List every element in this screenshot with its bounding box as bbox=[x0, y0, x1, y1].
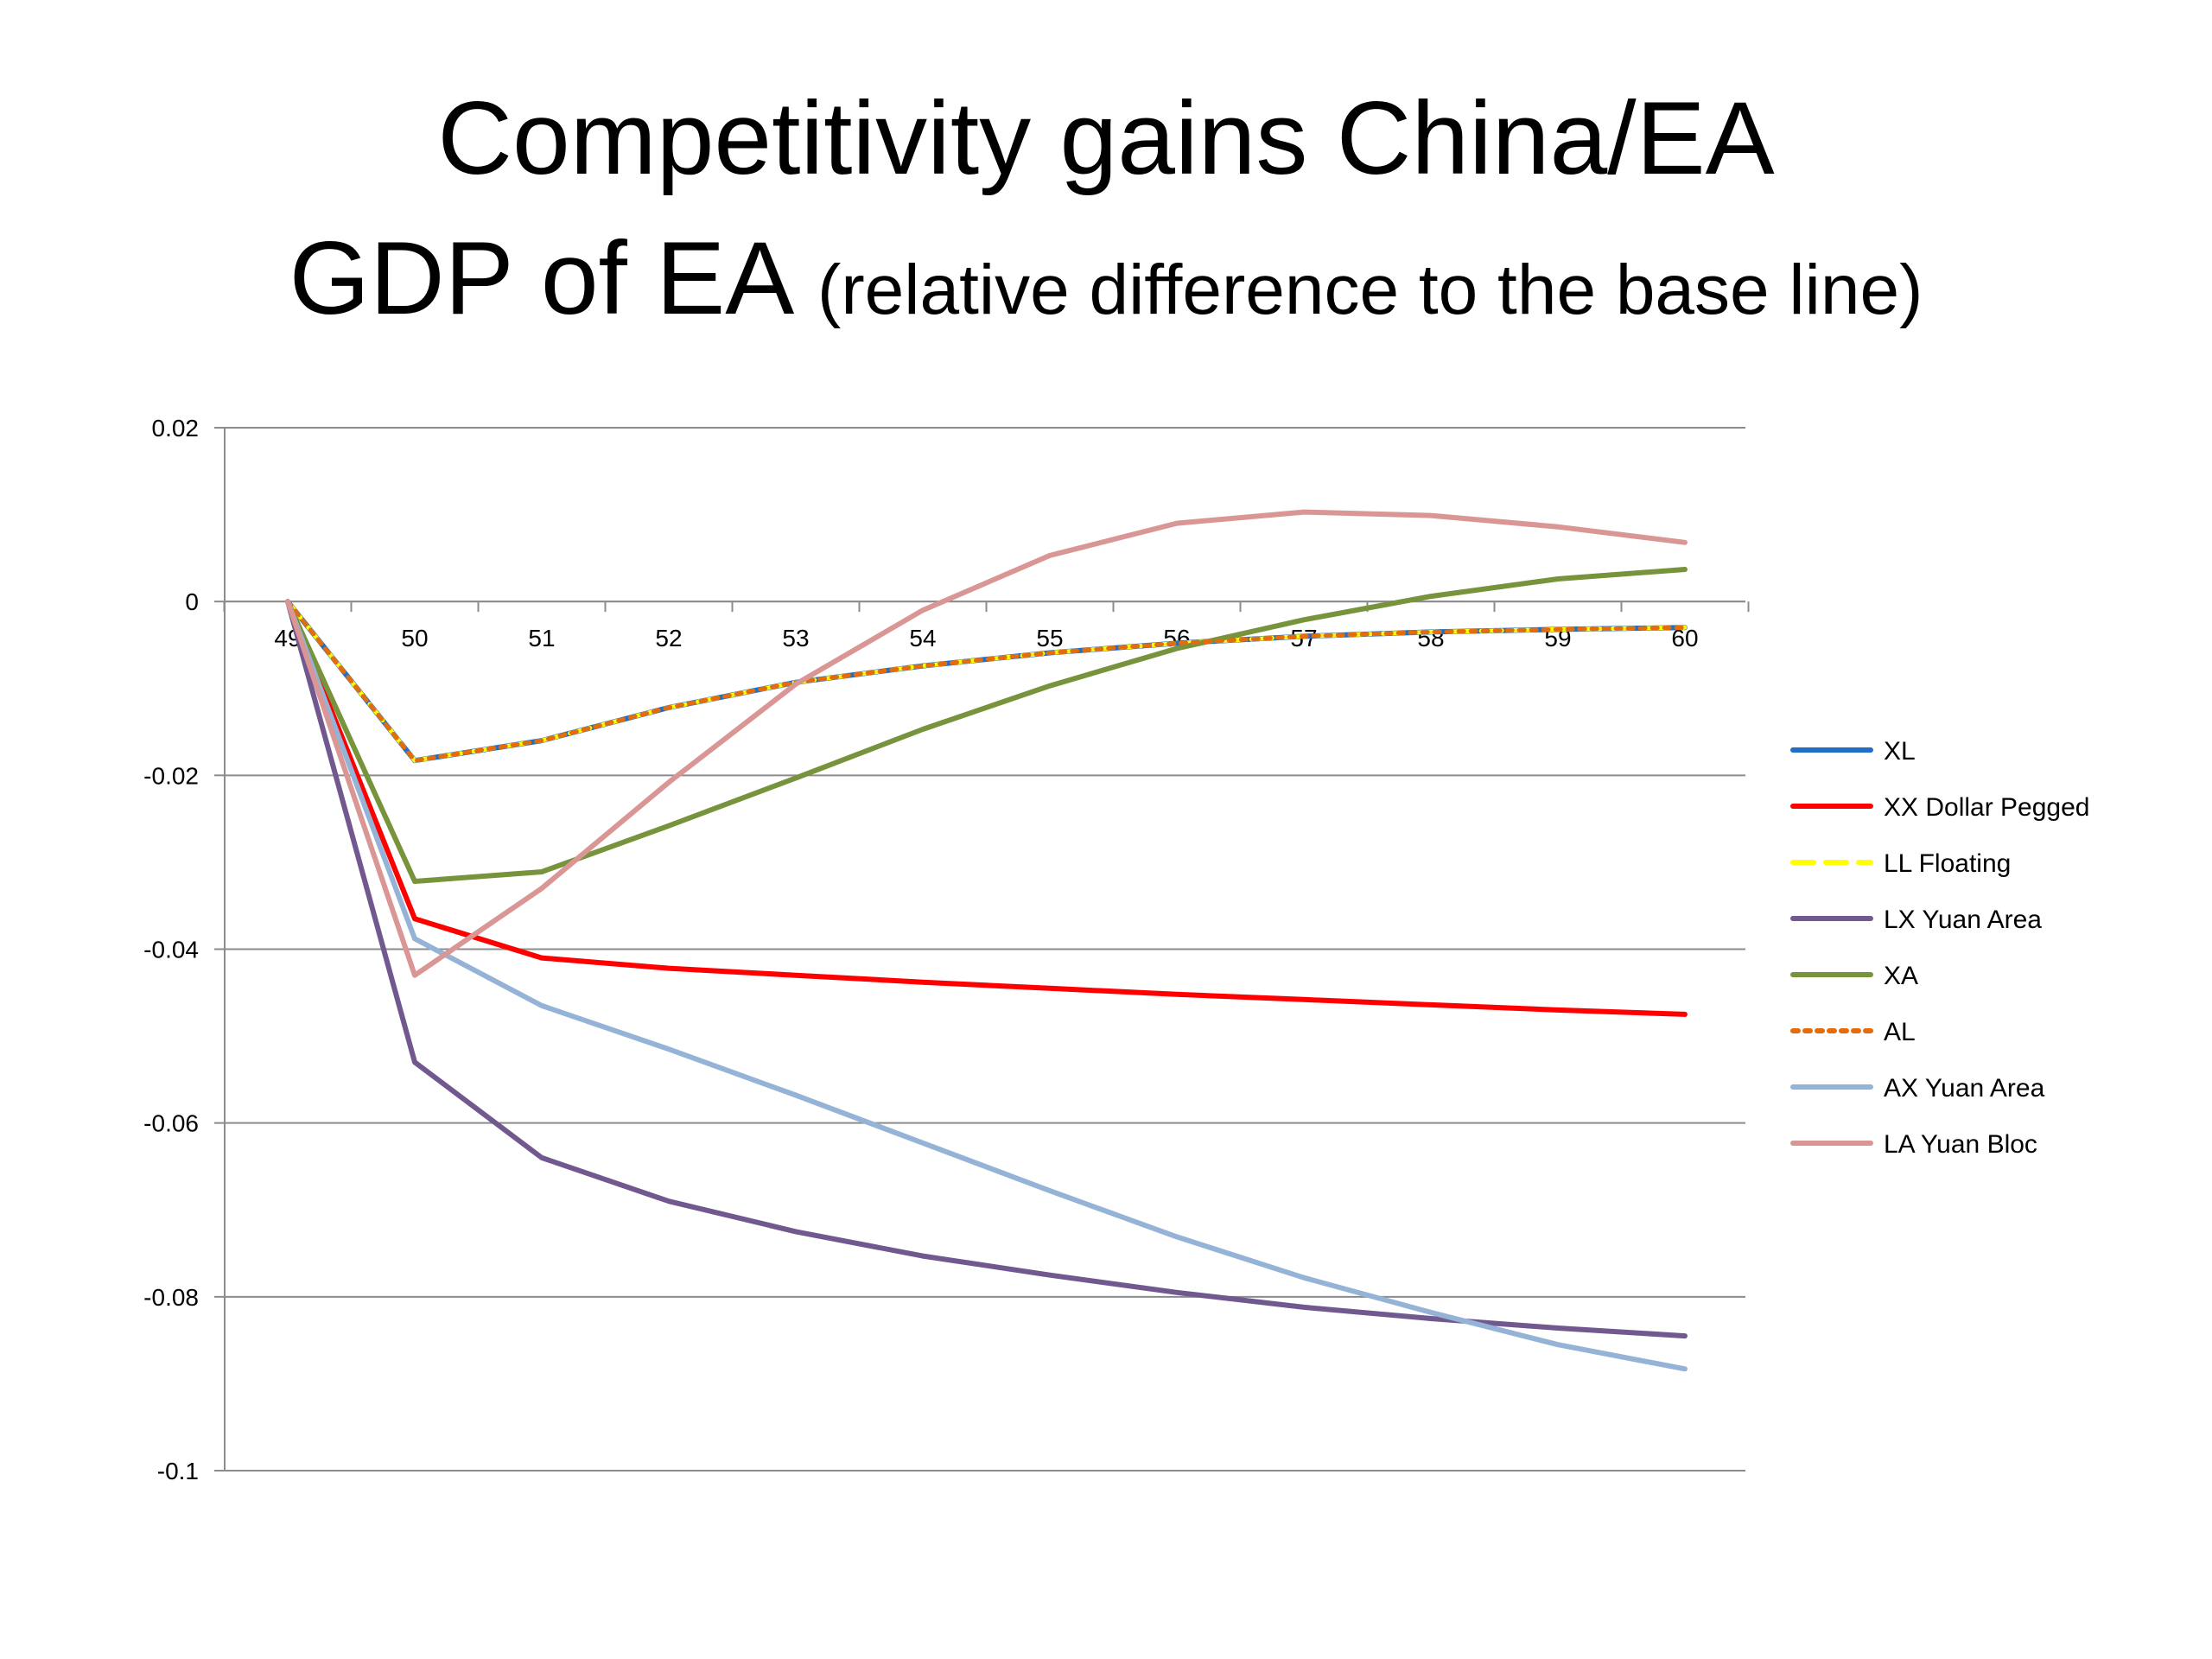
legend-label: AX Yuan Area bbox=[1884, 1074, 2045, 1103]
slide-title: Competitivity gains China/EA GDP of EA (… bbox=[0, 73, 2212, 355]
y-tick-label: -0.1 bbox=[157, 1458, 199, 1484]
series-line bbox=[285, 599, 1688, 763]
title-line-1: Competitivity gains China/EA bbox=[437, 80, 1775, 196]
legend-label: AL bbox=[1884, 1018, 1916, 1046]
y-tick-label: -0.06 bbox=[143, 1110, 199, 1137]
legend-label: LX Yuan Area bbox=[1884, 906, 2042, 934]
legend-label: XA bbox=[1884, 962, 1918, 990]
legend-label: LA Yuan Bloc bbox=[1884, 1130, 2037, 1159]
series-line bbox=[285, 599, 1688, 763]
series-line bbox=[285, 509, 1688, 978]
series-line bbox=[285, 599, 1688, 764]
y-tick-label: 0.02 bbox=[152, 415, 200, 442]
y-tick-label: 0 bbox=[185, 588, 199, 615]
series-line bbox=[285, 599, 1688, 1017]
x-tick-label: 55 bbox=[1036, 625, 1063, 652]
series-line bbox=[285, 599, 1688, 1339]
x-tick-label: 58 bbox=[1417, 625, 1444, 652]
series-line bbox=[285, 567, 1688, 884]
x-tick-label: 50 bbox=[401, 625, 428, 652]
title-main: GDP of EA bbox=[289, 220, 789, 336]
title-subtitle: (relative difference to the base line) bbox=[817, 251, 1923, 329]
x-tick-label: 54 bbox=[909, 625, 936, 652]
legend-label: LL Floating bbox=[1884, 849, 2011, 878]
x-tick-label: 51 bbox=[528, 625, 555, 652]
legend-layer: XL XX Dollar Pegged LL Floating LX Yuan Are… bbox=[1790, 737, 2089, 1159]
x-tick-label: 53 bbox=[782, 625, 809, 652]
series-layer bbox=[285, 509, 1688, 1372]
y-tick-label: -0.04 bbox=[143, 937, 199, 963]
legend-label: XX Dollar Pegged bbox=[1884, 793, 2089, 822]
x-tick-label: 52 bbox=[655, 625, 682, 652]
y-tick-label: -0.08 bbox=[143, 1284, 199, 1311]
legend-label: XL bbox=[1884, 737, 1916, 766]
y-tick-label: -0.02 bbox=[143, 762, 199, 789]
series-line bbox=[285, 599, 1688, 1372]
title-line-2: GDP of EA (relative difference to the ba… bbox=[0, 213, 2212, 355]
